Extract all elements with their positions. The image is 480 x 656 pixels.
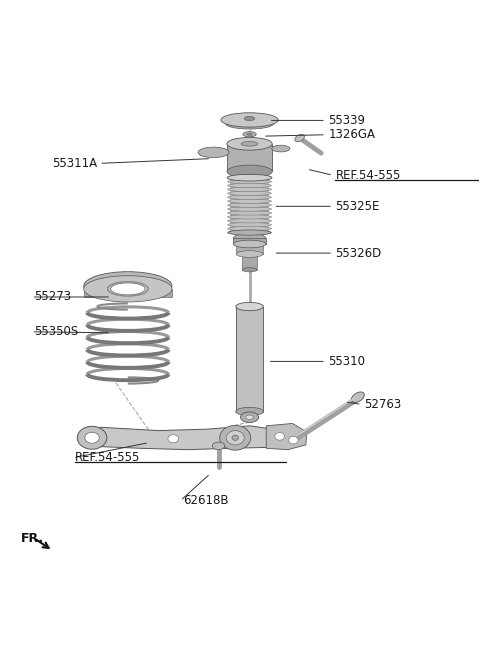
- Ellipse shape: [228, 191, 272, 195]
- Ellipse shape: [228, 226, 272, 231]
- Bar: [233, 238, 266, 244]
- Text: 55339: 55339: [328, 114, 365, 127]
- Polygon shape: [83, 426, 276, 450]
- Ellipse shape: [228, 199, 272, 203]
- Bar: [236, 243, 263, 254]
- Ellipse shape: [236, 407, 264, 416]
- Bar: [230, 178, 269, 233]
- Text: 62618B: 62618B: [183, 494, 228, 507]
- Ellipse shape: [228, 195, 272, 199]
- Bar: [227, 144, 272, 171]
- Ellipse shape: [228, 176, 272, 180]
- Ellipse shape: [236, 302, 264, 311]
- Text: REF.54-555: REF.54-555: [75, 451, 141, 464]
- Ellipse shape: [84, 276, 172, 302]
- Ellipse shape: [247, 133, 252, 135]
- Ellipse shape: [272, 145, 290, 152]
- Polygon shape: [266, 423, 307, 450]
- Ellipse shape: [295, 134, 304, 142]
- Ellipse shape: [212, 442, 225, 450]
- Ellipse shape: [242, 268, 257, 272]
- Ellipse shape: [168, 435, 179, 443]
- Ellipse shape: [227, 138, 272, 150]
- Text: 55310: 55310: [328, 355, 365, 368]
- Ellipse shape: [233, 234, 266, 243]
- Ellipse shape: [85, 432, 99, 443]
- Text: 55273: 55273: [34, 291, 71, 304]
- Ellipse shape: [243, 132, 256, 137]
- Ellipse shape: [220, 425, 251, 450]
- Text: 55350S: 55350S: [34, 325, 78, 338]
- Ellipse shape: [244, 116, 255, 121]
- Ellipse shape: [228, 230, 272, 235]
- Text: 1326GA: 1326GA: [328, 128, 375, 141]
- Text: FR.: FR.: [21, 533, 44, 545]
- Ellipse shape: [84, 272, 172, 300]
- Text: REF.54-555: REF.54-555: [336, 169, 401, 182]
- Bar: [84, 289, 172, 297]
- Ellipse shape: [233, 240, 266, 248]
- Ellipse shape: [198, 147, 229, 157]
- Ellipse shape: [351, 392, 364, 403]
- Ellipse shape: [227, 174, 272, 181]
- Ellipse shape: [228, 187, 272, 192]
- Ellipse shape: [288, 436, 298, 444]
- Ellipse shape: [228, 184, 272, 188]
- Bar: [236, 306, 264, 411]
- Ellipse shape: [228, 218, 272, 223]
- Ellipse shape: [228, 180, 272, 184]
- Text: 52763: 52763: [364, 398, 401, 411]
- Ellipse shape: [240, 412, 259, 422]
- Ellipse shape: [228, 207, 272, 211]
- Ellipse shape: [236, 251, 263, 257]
- Ellipse shape: [226, 430, 244, 445]
- Ellipse shape: [226, 119, 274, 129]
- Text: 55326D: 55326D: [336, 247, 382, 260]
- Ellipse shape: [241, 142, 258, 146]
- Ellipse shape: [77, 426, 107, 449]
- Ellipse shape: [275, 432, 284, 440]
- Ellipse shape: [227, 165, 272, 178]
- Ellipse shape: [228, 211, 272, 215]
- Bar: [242, 254, 257, 270]
- Ellipse shape: [246, 415, 253, 419]
- Text: 55325E: 55325E: [336, 200, 380, 213]
- Ellipse shape: [111, 283, 145, 295]
- Ellipse shape: [228, 222, 272, 227]
- Ellipse shape: [228, 203, 272, 207]
- Ellipse shape: [228, 230, 271, 236]
- Ellipse shape: [221, 113, 278, 127]
- Ellipse shape: [228, 215, 272, 219]
- Text: 55311A: 55311A: [52, 157, 97, 170]
- Ellipse shape: [232, 435, 239, 440]
